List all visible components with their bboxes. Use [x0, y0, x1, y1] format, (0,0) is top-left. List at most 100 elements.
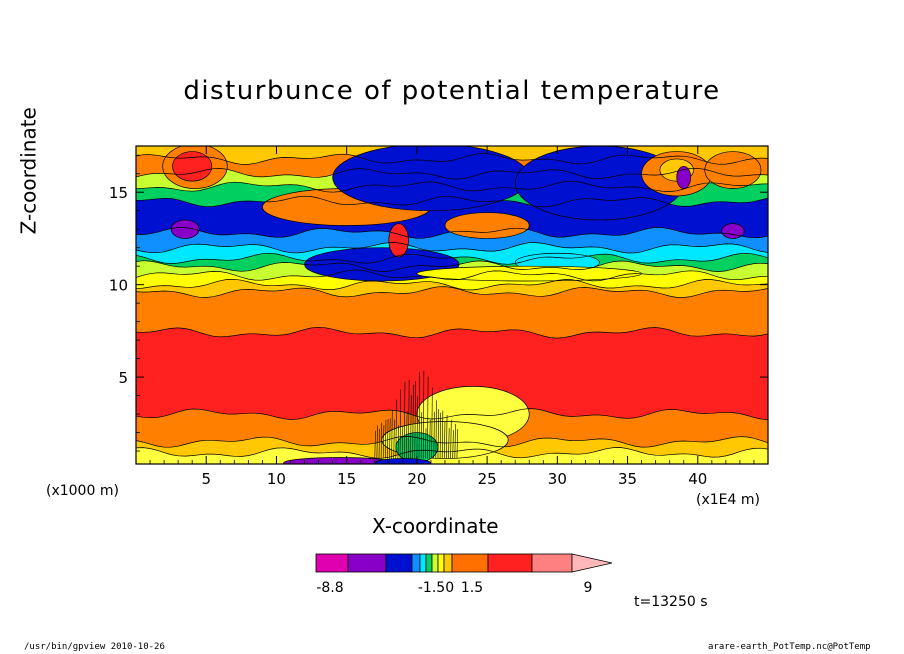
- plume-line: [425, 428, 427, 459]
- plume-line: [437, 409, 439, 459]
- plume-line: [446, 414, 448, 459]
- x-tick-label: 5: [201, 470, 211, 488]
- colorbar-segment: [347, 553, 387, 573]
- colorbar-label: 9: [584, 580, 593, 596]
- plume-line: [420, 412, 423, 459]
- heatmap-field: [136, 146, 768, 464]
- footer-right: arare-earth_PotTemp.nc@PotTemp: [708, 642, 871, 652]
- plume-line: [397, 425, 399, 459]
- contour-line: [136, 408, 768, 420]
- heat-blob: [721, 223, 745, 239]
- plume-line: [374, 430, 376, 459]
- x-tick-label: 25: [478, 470, 497, 488]
- colorbar-segment: [425, 553, 433, 573]
- contour-line: [136, 180, 768, 193]
- contour-line: [136, 326, 768, 339]
- colorbar-label: -8.8: [316, 580, 343, 596]
- heat-blob: [170, 219, 200, 239]
- y-tick-label: 15: [109, 184, 128, 202]
- plume-line: [450, 419, 452, 459]
- chart-title: disturbunce of potential temperature: [183, 76, 721, 106]
- heat-blob: [388, 223, 409, 258]
- contour-line: [136, 260, 768, 272]
- plume-line: [448, 428, 450, 459]
- colorbar-arrow: [571, 553, 613, 573]
- colorbar-segment: [437, 553, 445, 573]
- heat-blob: [172, 151, 213, 182]
- contour-line: [136, 269, 768, 282]
- x-axis-ticks: 5 10 15 20 25 30 35 40: [149, 146, 755, 488]
- contour-line: [136, 447, 768, 459]
- plume-line: [431, 387, 433, 459]
- contour-line: [136, 167, 768, 180]
- plume-line: [414, 381, 416, 459]
- plume-line: [380, 422, 383, 459]
- plume-line: [387, 419, 389, 459]
- y-tick-label: 10: [109, 277, 128, 295]
- plume-line: [412, 384, 414, 459]
- y-axis-unit: (x1000 m): [46, 483, 119, 499]
- colorbar-label: 1.5: [461, 580, 483, 596]
- heat-blob: [704, 151, 762, 189]
- x-tick-label: 35: [618, 470, 637, 488]
- contour-line: [136, 195, 768, 208]
- colorbar-segment: [385, 553, 413, 573]
- plume-line: [435, 400, 437, 459]
- x-tick-label: 20: [407, 470, 426, 488]
- x-axis-label: X-coordinate: [372, 514, 499, 538]
- plume-line: [401, 425, 404, 459]
- plot-frame: [135, 145, 769, 465]
- plume-line: [399, 389, 402, 459]
- plume-line: [441, 410, 444, 459]
- plume-line: [416, 396, 418, 459]
- x-tick-label: 15: [337, 470, 356, 488]
- plume-line: [422, 370, 425, 459]
- colorbar-segment: [531, 553, 573, 573]
- time-label: t=13250 s: [634, 594, 708, 610]
- plume-line: [433, 411, 435, 459]
- heat-blob: [444, 212, 530, 239]
- colorbar-segment: [431, 553, 439, 573]
- plume-line: [456, 429, 458, 459]
- plume-line: [376, 425, 378, 459]
- x-tick-label: 10: [267, 470, 286, 488]
- colorbar-segment: [443, 553, 453, 573]
- colorbar-segment: [419, 553, 427, 573]
- colorbar-segment: [451, 553, 489, 573]
- contour-line: [136, 286, 768, 298]
- plume-line: [403, 381, 406, 459]
- contour-lines: [136, 153, 768, 459]
- plume-line: [408, 379, 410, 459]
- colorbar-segment: [487, 553, 533, 573]
- plume-line: [382, 425, 385, 459]
- plume-line: [384, 419, 387, 459]
- x-tick-label: 40: [688, 470, 707, 488]
- contour-line: [136, 242, 768, 254]
- x-tick-label: 30: [548, 470, 567, 488]
- heat-blob: [676, 165, 692, 189]
- contour-line: [136, 436, 768, 448]
- plume-line: [406, 411, 408, 459]
- plume-line: [427, 376, 429, 459]
- plume-line: [443, 422, 446, 459]
- y-axis-ticks: 5 10 15: [109, 154, 768, 452]
- plume-line: [391, 410, 393, 459]
- footer-left: /usr/bin/gpview 2010-10-26: [24, 642, 165, 652]
- contour-line: [136, 227, 768, 239]
- y-tick-label: 5: [118, 369, 128, 387]
- plume-line: [410, 395, 412, 459]
- contour-line: [136, 252, 768, 265]
- plume-line: [378, 428, 380, 459]
- plume-line: [393, 419, 395, 459]
- plume-line: [439, 412, 442, 459]
- colorbar-label: -1.50: [418, 580, 454, 596]
- plume-line: [418, 372, 420, 459]
- plume-line: [452, 430, 454, 459]
- colorbar: -8.8 -1.50 1.5 9: [315, 553, 613, 596]
- contour-line: [136, 278, 768, 291]
- y-axis-label: Z-coordinate: [16, 107, 41, 235]
- contour-line: [136, 153, 768, 165]
- colorbar-segment: [411, 553, 421, 573]
- colorbar-segment: [315, 553, 349, 573]
